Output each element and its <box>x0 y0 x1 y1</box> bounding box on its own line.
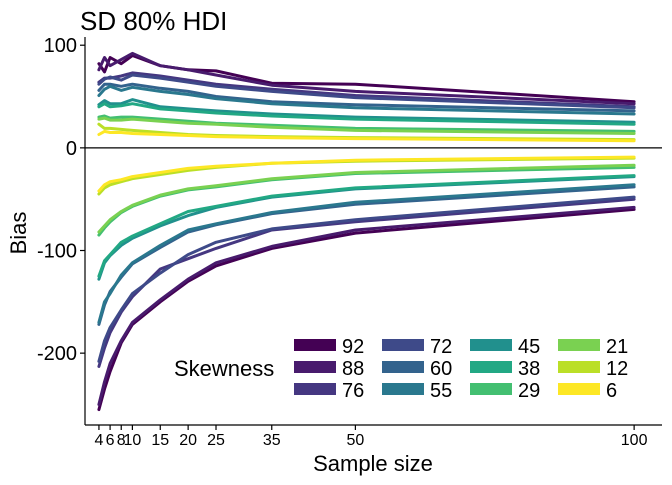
y-tick-label: 100 <box>44 35 77 57</box>
series-line-55-upper <box>97 84 636 116</box>
x-tick-label: 8 <box>117 432 126 449</box>
legend-label-72: 72 <box>430 336 452 358</box>
legend-label-88: 88 <box>342 358 364 380</box>
y-tick-label: -200 <box>37 343 77 365</box>
series-line-45-upper <box>97 98 636 124</box>
legend-swatch-29 <box>470 383 512 395</box>
legend-swatch-60 <box>382 361 424 373</box>
chart-title: SD 80% HDI <box>80 6 227 36</box>
x-tick-label: 10 <box>123 432 141 449</box>
series-line-29-upper <box>97 114 636 133</box>
series-line-6-lower <box>97 155 636 193</box>
legend-swatch-88 <box>294 361 336 373</box>
series-line-38-lower <box>97 174 636 278</box>
legend-swatch-45 <box>470 339 512 351</box>
legend-label-60: 60 <box>430 358 452 380</box>
legend-label-55: 55 <box>430 380 452 402</box>
series-line-21-upper <box>97 116 636 135</box>
series-line-88-upper <box>97 51 636 106</box>
series-line-88-lower <box>97 205 636 406</box>
legend-label-38: 38 <box>518 358 540 380</box>
series-line-60-upper <box>97 82 636 113</box>
legend-label-6: 6 <box>606 380 617 402</box>
legend-swatch-92 <box>294 339 336 351</box>
series-line-38-upper <box>97 102 636 126</box>
plot-lines <box>97 51 636 412</box>
legend-label-92: 92 <box>342 336 364 358</box>
y-axis-ticks: 100 0 -100 -200 <box>37 35 85 365</box>
series-line-21-lower <box>97 163 636 234</box>
legend-swatch-12 <box>558 361 600 373</box>
legend-swatch-21 <box>558 339 600 351</box>
legend-swatch-55 <box>382 383 424 395</box>
x-tick-label: 4 <box>94 432 103 449</box>
y-tick-label: 0 <box>66 138 77 160</box>
legend-swatch-76 <box>294 383 336 395</box>
legend-swatch-72 <box>382 339 424 351</box>
x-tick-label: 35 <box>263 432 281 449</box>
legend-label-76: 76 <box>342 380 364 402</box>
x-tick-label: 100 <box>621 432 648 449</box>
x-tick-label: 20 <box>179 432 197 449</box>
x-tick-label: 6 <box>106 432 115 449</box>
y-tick-label: -100 <box>37 241 77 263</box>
legend-label-45: 45 <box>518 336 540 358</box>
series-line-6-upper <box>97 129 636 143</box>
x-tick-label: 25 <box>207 432 225 449</box>
legend-label-29: 29 <box>518 380 540 402</box>
x-axis-label: Sample size <box>313 451 433 476</box>
y-axis-label: Bias <box>6 212 31 255</box>
series-line-72-lower <box>97 195 636 363</box>
legend-swatch-6 <box>558 383 600 395</box>
x-tick-label: 50 <box>346 432 364 449</box>
legend-title: Skewness <box>174 356 274 381</box>
legend-swatch-38 <box>470 361 512 373</box>
legend-label-21: 21 <box>606 336 628 358</box>
series-line-55-lower <box>97 183 636 324</box>
x-axis-ticks: 4 6 810 15 20 25 35 50 100 <box>94 425 648 449</box>
x-tick-label: 15 <box>151 432 169 449</box>
legend-label-12: 12 <box>606 358 628 380</box>
series-line-92-lower <box>97 207 636 412</box>
series-line-72-upper <box>97 73 636 110</box>
